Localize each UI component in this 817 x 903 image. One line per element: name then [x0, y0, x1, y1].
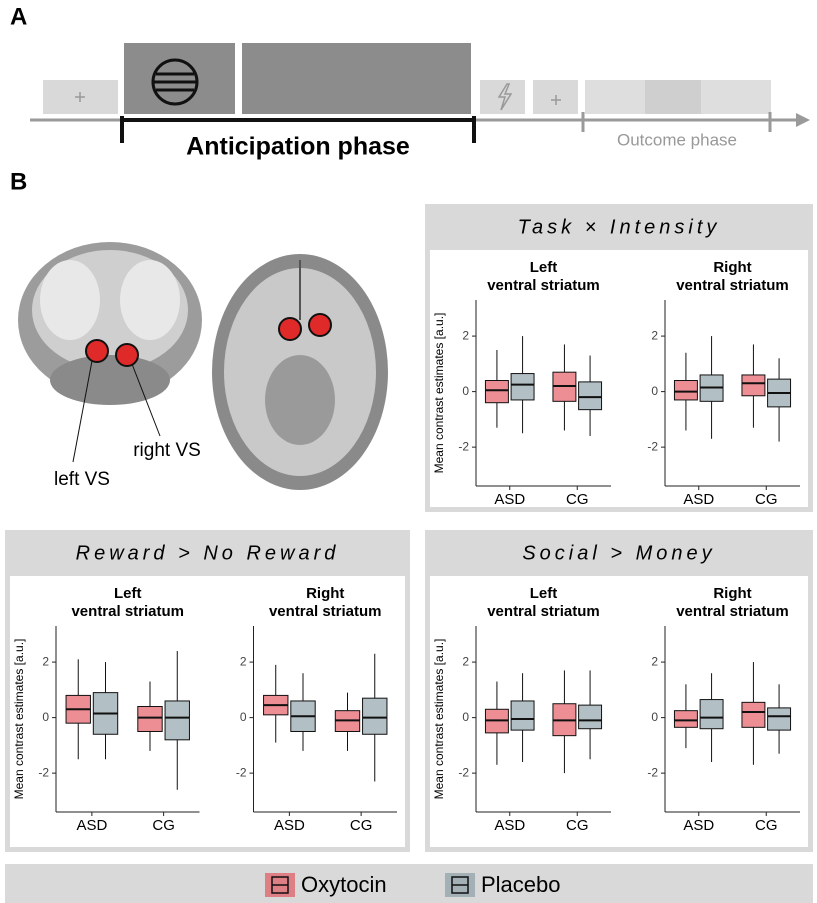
x-tick-label: ASD	[683, 491, 714, 508]
roi-marker	[279, 318, 301, 340]
box	[138, 707, 162, 732]
phase-label: Anticipation phase	[186, 133, 410, 161]
x-tick-label: CG	[755, 817, 778, 834]
chart-title: Left	[114, 585, 142, 602]
x-tick-label: ASD	[274, 817, 305, 834]
x-tick-label: CG	[566, 817, 589, 834]
box	[579, 382, 602, 410]
box	[485, 381, 508, 403]
outcome-image	[645, 80, 701, 114]
chart-title: Right	[713, 259, 751, 276]
chart-title: ventral striatum	[71, 603, 184, 620]
legend-label: Placebo	[481, 872, 561, 897]
y-tick-label: 0	[462, 710, 469, 724]
timeline-arrow	[796, 113, 810, 127]
y-tick-label: 2	[651, 328, 658, 342]
x-tick-label: ASD	[494, 817, 525, 834]
box	[363, 698, 387, 734]
box	[674, 711, 697, 728]
box	[165, 701, 189, 740]
y-tick-label: 0	[651, 710, 658, 724]
y-tick-label: 2	[462, 654, 469, 668]
box	[742, 702, 765, 727]
y-axis-label: Mean contrast estimates [a.u.]	[432, 639, 446, 800]
facet-title: Task × Intensity	[518, 216, 721, 238]
brain-axial	[212, 254, 388, 490]
y-tick-label: 0	[651, 384, 658, 398]
roi-label: left VS	[54, 469, 110, 490]
box	[579, 705, 602, 729]
y-tick-label: -2	[38, 765, 49, 779]
y-tick-label: 2	[42, 654, 49, 668]
legend-band	[5, 864, 813, 903]
box	[768, 708, 791, 730]
y-tick-label: 0	[462, 384, 469, 398]
roi-marker	[309, 314, 331, 336]
roi-marker	[116, 344, 138, 366]
outcome-bracket	[583, 112, 770, 132]
y-tick-label: 0	[42, 710, 49, 724]
y-tick-label: 0	[240, 710, 247, 724]
box	[742, 375, 765, 396]
phase-label: Outcome phase	[617, 130, 737, 149]
x-tick-label: CG	[755, 491, 778, 508]
y-axis-label: Mean contrast estimates [a.u.]	[12, 639, 26, 800]
y-tick-label: 2	[651, 654, 658, 668]
facet-title: Reward > No Reward	[76, 542, 340, 564]
y-tick-label: -2	[458, 765, 469, 779]
chart-title: Right	[306, 585, 344, 602]
x-tick-label: CG	[350, 817, 373, 834]
delay-screen	[242, 43, 471, 114]
chart-title: ventral striatum	[269, 603, 382, 620]
chart-title: Left	[530, 585, 558, 602]
box	[700, 700, 723, 729]
figure: A Anticipation phase Outcome phase B lef…	[0, 0, 817, 903]
y-tick-label: -2	[647, 439, 658, 453]
box	[674, 381, 697, 400]
chart-title: ventral striatum	[487, 603, 600, 620]
facet-title: Social > Money	[522, 542, 715, 564]
brain-coronal	[18, 242, 202, 405]
x-tick-label: ASD	[683, 817, 714, 834]
y-axis-label: Mean contrast estimates [a.u.]	[432, 313, 446, 474]
y-tick-label: -2	[647, 765, 658, 779]
y-tick-label: 2	[240, 654, 247, 668]
chart-title: ventral striatum	[487, 277, 600, 294]
box	[511, 374, 534, 400]
box	[511, 701, 534, 730]
panel-label: A	[10, 3, 27, 30]
legend-label: Oxytocin	[301, 872, 387, 897]
y-tick-label: -2	[458, 439, 469, 453]
y-tick-label: -2	[236, 765, 247, 779]
x-tick-label: ASD	[76, 817, 107, 834]
roi-marker	[86, 340, 108, 362]
chart-title: Right	[713, 585, 751, 602]
panel-label: B	[10, 168, 27, 195]
roi-label: right VS	[133, 440, 201, 461]
chart-title: ventral striatum	[676, 277, 789, 294]
x-tick-label: CG	[566, 491, 589, 508]
chart-title: ventral striatum	[676, 603, 789, 620]
y-tick-label: 2	[462, 328, 469, 342]
x-tick-label: CG	[152, 817, 175, 834]
chart-title: Left	[530, 259, 558, 276]
x-tick-label: ASD	[494, 491, 525, 508]
